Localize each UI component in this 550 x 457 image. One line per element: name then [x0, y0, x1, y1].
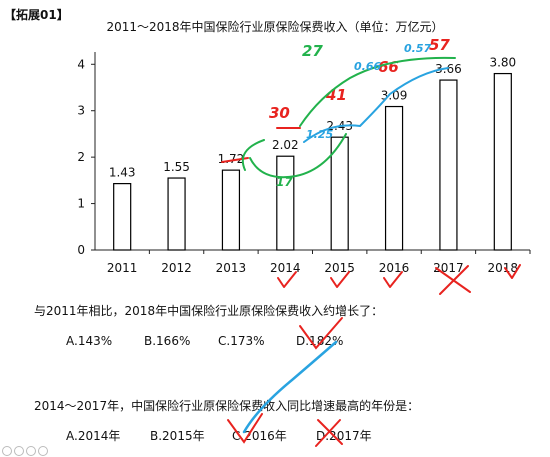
x-tick-label: 2012 — [161, 261, 192, 275]
chart-title: 2011～2018年中国保险行业原保险保费收入（单位：万亿元） — [106, 20, 444, 34]
red-check-mark — [330, 271, 350, 288]
chart-axes: 0 1 2 3 4 2011 2012 2013 2014 2015 2016 2017 2018 — [77, 52, 531, 275]
player-toolbar — [0, 445, 550, 457]
x-tick-label: 2013 — [216, 261, 247, 275]
question-2-option-a[interactable]: A.2014年 — [66, 429, 121, 443]
bar-2018 — [493, 72, 512, 251]
y-tick-label: 1 — [77, 197, 85, 211]
question-1-option-a[interactable]: A.143% — [66, 334, 113, 348]
y-tick-label: 3 — [77, 104, 85, 118]
data-label-2016: 3.09 — [381, 89, 408, 103]
blue-arc — [303, 67, 449, 143]
y-tick-label: 2 — [77, 150, 85, 164]
y-tick-label: 4 — [77, 57, 85, 71]
question-1-option-b[interactable]: B.166% — [144, 334, 191, 348]
header-tag: 【拓展01】 — [4, 8, 69, 22]
x-tick-label: 2016 — [379, 261, 410, 275]
data-label-2018: 3.80 — [489, 56, 516, 70]
toolbar-circle-icon[interactable] — [2, 446, 12, 456]
question-1-option-c[interactable]: C.173% — [218, 334, 265, 348]
red-note-41: 41 — [325, 86, 347, 104]
bar-2013 — [221, 169, 241, 251]
red-note-57: 57 — [429, 36, 450, 54]
x-tick-label: 2014 — [270, 261, 301, 275]
x-tick-label: 2017 — [433, 261, 464, 275]
bar-2012 — [167, 177, 186, 251]
bar-2015 — [330, 136, 349, 251]
x-tick-label: 2011 — [107, 261, 138, 275]
red-check-mark — [383, 271, 403, 288]
bar-2014 — [276, 155, 295, 251]
blue-note-1-25: 1.25 — [306, 128, 333, 141]
green-arc-lower — [249, 133, 347, 179]
bar-chart: 0 1 2 3 4 2011 2012 2013 2014 2015 2016 2017 2018 1.… — [77, 36, 531, 295]
green-small-arc — [241, 139, 265, 171]
bar-2017 — [439, 79, 458, 251]
toolbar-circle-icon[interactable] — [14, 446, 24, 456]
blue-note-0-66: 0.66 — [354, 60, 381, 73]
chart-bars — [113, 72, 512, 251]
toolbar-circle-icon[interactable] — [26, 446, 36, 456]
question-2-option-c[interactable]: C.2016年 — [232, 429, 287, 443]
y-tick-label: 0 — [77, 243, 85, 257]
question-1-text: 与2011年相比，2018年中国保险行业原保险保费收入约增长了： — [34, 304, 384, 318]
question-2-text: 2014～2017年，中国保险行业原保险保费收入同比增速最高的年份是： — [34, 399, 420, 413]
data-label-2011: 1.43 — [109, 166, 136, 180]
bar-2011 — [113, 183, 132, 251]
x-tick-label: 2015 — [324, 261, 355, 275]
x-tick-label: 2018 — [488, 261, 519, 275]
red-note-30: 30 — [269, 104, 290, 122]
red-check-mark — [277, 271, 297, 288]
blue-note-0-57: 0.57 — [404, 42, 431, 55]
green-note-27: 27 — [302, 42, 323, 60]
chart-labels: 1.43 1.551.722.022.433.093.66 3.80 — [109, 56, 516, 180]
data-label-2012: 1.55 — [163, 160, 190, 174]
green-note-17: 17 — [276, 175, 293, 189]
green-arc-upper — [299, 56, 456, 127]
question-2-option-b[interactable]: B.2015年 — [150, 429, 205, 443]
toolbar-circle-icon[interactable] — [38, 446, 48, 456]
data-label-2014: 2.02 — [272, 138, 299, 152]
data-label-2017: 3.66 — [435, 62, 462, 76]
red-check-2018 — [504, 264, 521, 279]
blue-stroke-q2 — [242, 340, 338, 434]
question-1-option-d[interactable]: D.182% — [296, 334, 344, 348]
question-2-option-d[interactable]: D.2017年 — [316, 429, 372, 443]
red-cross-2017 — [435, 265, 471, 295]
bar-2016 — [384, 105, 404, 251]
